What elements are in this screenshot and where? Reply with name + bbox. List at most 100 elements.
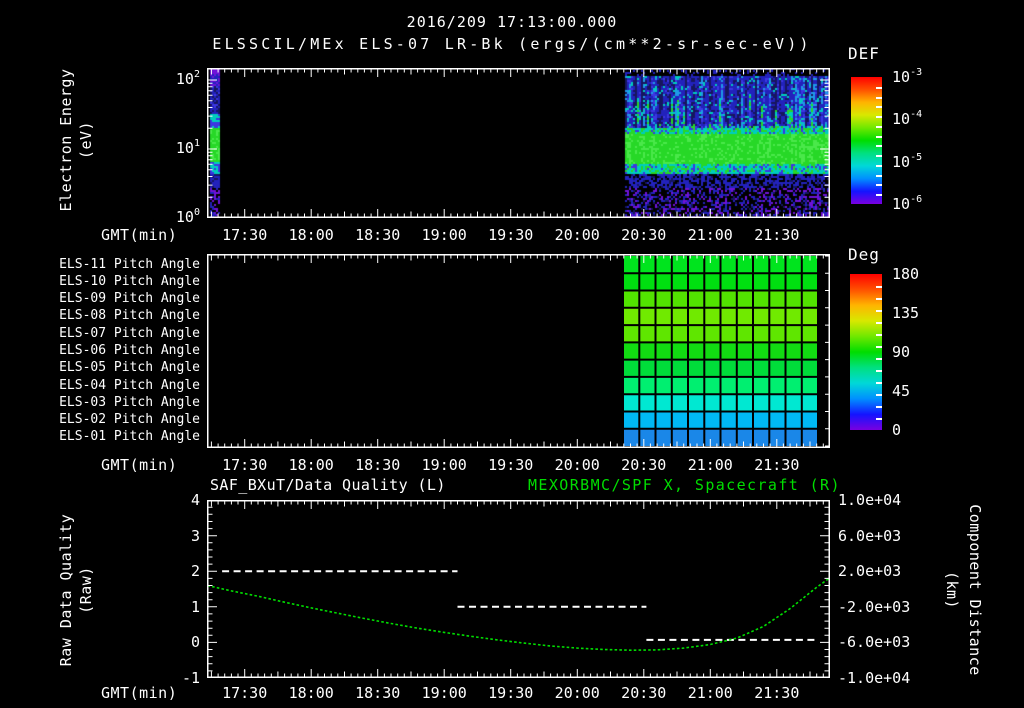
x-tick-label: 21:00 [687,456,733,474]
colorbar-tick [876,174,882,177]
colorbar-tick [876,406,882,408]
y-tick-label: 102 [175,69,200,88]
y-axis-ticks-left [208,79,217,198]
x-tick-label: 21:30 [754,456,800,474]
colorbar-tick [876,322,882,324]
deg-colorbar-title: Deg [848,245,880,264]
colorbar-tick [876,145,882,148]
colorbar-tick [876,106,882,109]
x-axis-label-bottom: GMT(min) [101,684,178,702]
def-colorbar [851,77,882,204]
x-axis-label-mid: GMT(min) [101,456,178,474]
bottom-title-right: MEXORBMC/SPF X, Spacecraft (R) [528,476,841,494]
bottom-y-label-left: Raw Data Quality [57,513,75,667]
x-tick-label: 17:30 [222,226,268,244]
colorbar-tick-label: 10-4 [892,109,923,129]
colorbar-tick [876,382,882,384]
x-tick-label: 19:30 [488,226,534,244]
x-tick-label: 19:00 [421,226,467,244]
y-axis-ticks-left [208,506,217,672]
colorbar-tick [876,164,882,167]
electron-energy-spectrogram [207,68,830,218]
plot-frame [207,500,830,678]
deg-colorbar [850,274,882,430]
x-tick-label: 18:00 [288,226,334,244]
colorbar-tick [876,418,882,420]
plot-datetime: 2016/209 17:13:00.000 [406,13,618,31]
x-axis-ticks-top [210,69,830,77]
x-tick-label: 19:30 [488,456,534,474]
pitch-row-label: ELS-07 Pitch Angle [59,325,200,341]
row-ticks-right [825,255,829,447]
left-axis-tick-label: 0 [190,633,200,652]
colorbar-tick-label: 10-6 [892,194,923,213]
x-tick-label: 19:00 [421,456,467,474]
x-axis-ticks-top [210,501,830,509]
colorbar-tick [876,298,882,300]
colorbar-tick [876,135,882,138]
right-axis-tick-label: -6.0e+03 [838,633,911,652]
colorbar-tick-label: 90 [892,343,911,361]
spectrogram-axes [207,68,830,218]
colorbar-tick-label: 10-3 [892,67,923,86]
x-tick-label: 19:30 [488,684,534,702]
pitch-row-label: ELS-06 Pitch Angle [59,343,200,358]
pitch-angle-panel [207,254,830,448]
spectrogram-y-label-units: (eV) [77,120,95,160]
bottom-y-label-right-units: (km) [943,570,961,610]
pitch-row-label: ELS-05 Pitch Angle [59,360,200,376]
x-tick-label: 18:30 [355,226,401,244]
colorbar-tick [876,394,882,396]
plot-title: ELSSCIL/MEx ELS-07 LR-Bk (ergs/(cm**2-sr… [212,35,812,53]
colorbar-tick [876,358,882,360]
x-tick-label: 21:30 [754,226,800,244]
colorbar-tick-label: 45 [892,382,911,400]
colorbar-tick-label: 135 [892,304,920,322]
colorbar-tick [876,155,882,158]
pitch-row-label: ELS-01 Pitch Angle [59,429,200,445]
pitch-row-label: ELS-09 Pitch Angle [59,291,200,307]
pitch-row-label: ELS-10 Pitch Angle [59,273,200,289]
x-tick-label: 18:30 [355,456,401,474]
x-axis-label-top: GMT(min) [101,226,178,244]
spectrogram-y-label: Electron Energy [57,68,75,212]
def-colorbar-title: DEF [848,44,880,63]
x-tick-label: 21:00 [687,684,733,702]
x-tick-label: 20:30 [621,226,667,244]
x-tick-label: 19:00 [421,684,467,702]
pitch-row-label: ELS-02 Pitch Angle [59,412,200,428]
y-tick-label: 101 [175,138,200,157]
quality-distance-panel [207,500,830,678]
x-axis-ticks-bottom [210,669,830,677]
left-axis-tick-label: 1 [190,597,200,616]
colorbar-tick [876,334,882,336]
pitch-row-label: ELS-11 Pitch Angle [59,256,200,272]
pitch-grid-lines [622,256,819,446]
x-tick-label: 17:30 [222,456,268,474]
x-tick-label: 21:30 [754,684,800,702]
x-tick-label: 20:30 [621,456,667,474]
x-axis-ticks-bottom [210,209,830,217]
colorbar-tick [876,370,882,372]
x-tick-label: 20:00 [554,456,600,474]
colorbar-tick [876,116,882,119]
colorbar-tick [876,346,882,348]
x-tick-label: 17:30 [222,684,268,702]
bottom-title-left: SAF_BXuT/Data Quality (L) [210,476,446,494]
right-axis-tick-label: 2.0e+03 [838,562,902,581]
colorbar-tick [876,125,882,128]
pitch-row-label: ELS-04 Pitch Angle [59,377,200,393]
bottom-y-label-left-units: (Raw) [77,566,95,614]
x-tick-label: 20:30 [621,684,667,702]
x-axis-ticks-top [210,255,830,263]
pitch-row-label: ELS-08 Pitch Angle [59,308,200,324]
left-axis-tick-label: -1 [181,668,200,687]
y-axis-ticks-right [820,79,829,198]
x-tick-label: 18:30 [355,684,401,702]
colorbar-tick-label: 180 [892,265,920,283]
bottom-y-label-right: Component Distance [966,504,984,676]
plot-frame [207,254,830,448]
right-axis-tick-label: -1.0e+04 [838,668,911,687]
x-tick-label: 20:00 [554,684,600,702]
